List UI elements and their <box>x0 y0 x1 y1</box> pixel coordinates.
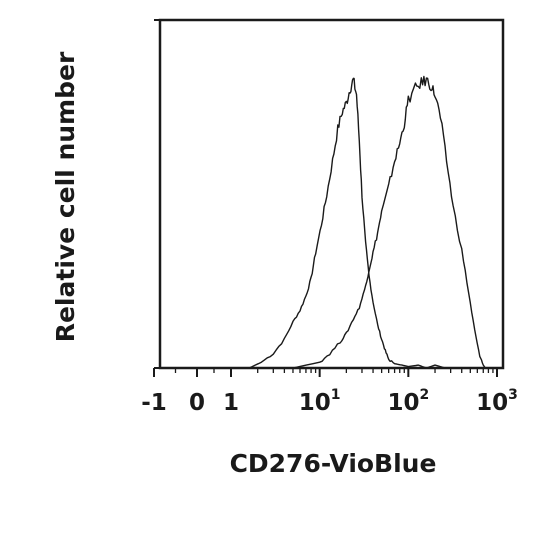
x-tick-label: -1 <box>141 390 167 416</box>
x-tick-label: 103 <box>476 387 518 416</box>
x-axis-tick-labels: -1 0 1 101 102 103 <box>141 387 518 416</box>
x-axis-title: CD276-VioBlue <box>230 449 437 478</box>
x-axis-ticks <box>153 368 498 377</box>
y-axis-title: Relative cell number <box>51 51 80 342</box>
series-layer <box>248 75 486 369</box>
histogram-series-1 <box>248 77 451 369</box>
x-tick-label: 101 <box>299 387 341 416</box>
x-tick-label: 1 <box>223 390 239 416</box>
x-tick-label: 102 <box>387 387 429 416</box>
histogram-series-2 <box>292 75 486 369</box>
x-tick-label: 0 <box>189 390 205 416</box>
plot-border <box>158 18 505 370</box>
